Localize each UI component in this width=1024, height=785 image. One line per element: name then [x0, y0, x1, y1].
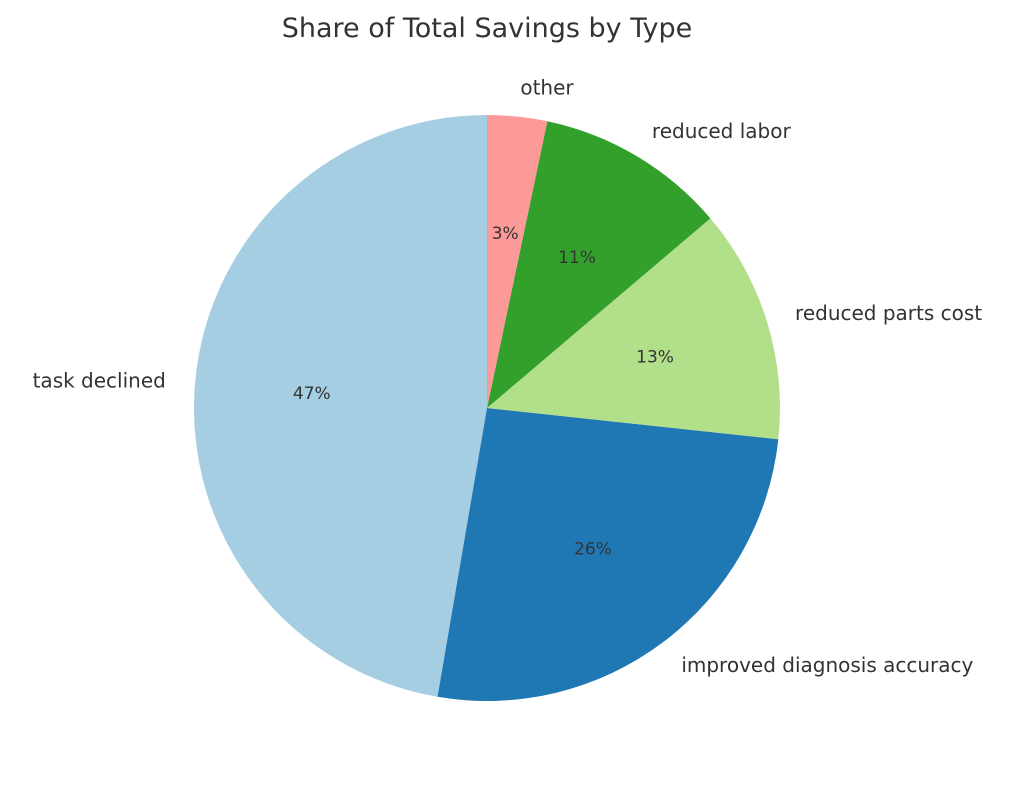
pie-slice-improved-diagnosis-accuracy — [437, 408, 779, 701]
pie-slice-reduced-labor — [487, 121, 711, 409]
slice-label: reduced parts cost — [795, 301, 982, 325]
slice-label: reduced labor — [652, 119, 792, 143]
slice-label: task declined — [33, 369, 166, 393]
slice-percent-label: 26% — [574, 539, 612, 559]
pie-slice-reduced-parts-cost — [487, 218, 780, 440]
slice-percent-label: 11% — [558, 248, 596, 268]
slice-label: improved diagnosis accuracy — [681, 653, 973, 677]
pie-slice-other — [487, 115, 548, 408]
slice-percent-label: 13% — [636, 347, 674, 367]
slice-label: other — [520, 75, 574, 99]
chart-title: Share of Total Savings by Type — [282, 13, 693, 44]
pie-slice-task-declined — [193, 115, 487, 697]
slice-percent-label: 47% — [293, 384, 331, 404]
slice-percent-label: 3% — [492, 224, 519, 244]
